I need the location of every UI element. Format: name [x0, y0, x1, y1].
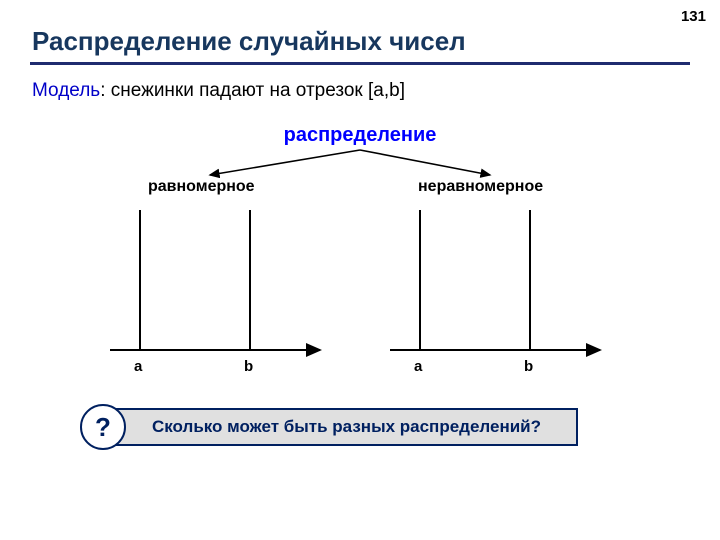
right-axis-panel	[390, 200, 610, 370]
right-sublabel: неравномерное	[418, 178, 543, 196]
left-axis-panel	[110, 200, 330, 370]
right-a-label: a	[414, 358, 422, 375]
callout-text: Сколько может быть разных распределений?	[152, 417, 541, 437]
left-a-label: a	[134, 358, 142, 375]
arrow-left	[210, 150, 360, 175]
arrow-right	[360, 150, 490, 175]
callout-symbol: ?	[95, 412, 111, 443]
branch-arrows	[0, 0, 720, 200]
question-icon: ?	[80, 404, 126, 450]
left-b-label: b	[244, 358, 253, 375]
right-b-label: b	[524, 358, 533, 375]
callout-box: Сколько может быть разных распределений?	[104, 408, 578, 446]
left-sublabel: равномерное	[148, 178, 255, 196]
